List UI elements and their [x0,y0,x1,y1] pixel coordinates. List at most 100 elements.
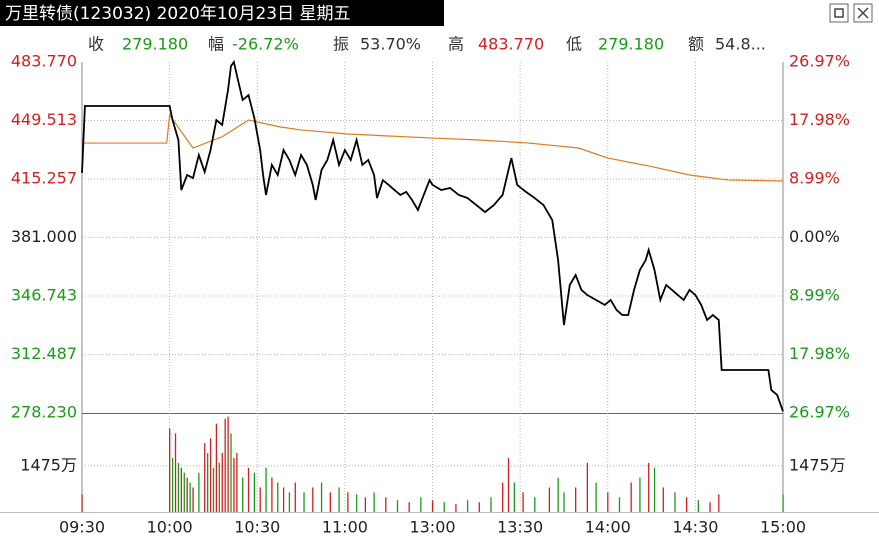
y2-tick-label: 17.98% [789,344,850,363]
volume-bar [218,462,220,512]
volume-bar [513,482,515,512]
volume-bar [443,502,445,512]
info-value: 279.180 [598,35,664,54]
volume-bar [674,492,676,512]
info-label: 幅 [208,35,224,54]
y2-tick-label: 17.98% [789,110,850,129]
volume-bar [455,504,457,512]
volume-bar [303,492,305,512]
volume-bar [718,494,720,512]
volume-tick-label: 1475万 [20,455,77,474]
volume-bar [312,487,314,512]
volume-bar [662,487,664,512]
volume-bar [408,502,410,512]
volume-bar [81,494,83,512]
volume-bar [177,462,180,512]
volume-bar [215,423,218,512]
average-line [82,113,784,182]
volume-bar [230,433,232,512]
volume-bar [277,482,279,512]
window-buttons[interactable] [829,3,873,23]
info-label: 振 [333,35,349,54]
volume-bar [227,416,229,512]
x-tick-label: 11:00 [322,518,368,537]
info-value: -26.72% [232,35,299,54]
volume-bar [242,477,244,512]
volume-bar [212,467,215,512]
volume-bar [247,467,250,512]
volume-bar [174,433,177,512]
volume-bar [431,500,434,512]
price-line [81,59,784,412]
volume-bar [198,472,200,512]
y-tick-label: 278.230 [11,403,77,422]
y-tick-label: 381.000 [11,227,77,246]
volume-bar [347,492,349,512]
volume-bar [607,492,609,512]
y2-tick-label: 8.99% [789,169,840,188]
volume-bar [490,497,492,512]
volume-bar [563,492,565,512]
volume-bar [265,467,267,512]
volume-tick-label-right: 1475万 [789,455,846,474]
x-tick-label: 15:00 [760,518,806,537]
x-tick-label: 14:00 [585,518,631,537]
x-tick-label: 13:00 [409,518,455,537]
volume-bar [221,453,223,512]
x-tick-label: 10:30 [234,518,280,537]
x-tick-label: 13:30 [497,518,543,537]
volume-bar [271,477,273,512]
volume-bar [575,487,577,512]
volume-bar [320,482,323,512]
info-label: 额 [688,35,704,54]
volume-bar [709,502,711,512]
volume-bar [224,418,226,512]
volume-bar [534,497,536,512]
volume-bar [522,492,524,512]
info-value: 279.180 [122,35,188,54]
chart-title: 万里转债(123032) 2020年10月23日 星期五 [5,4,351,24]
y2-tick-label: 0.00% [789,227,840,246]
volume-bar [233,457,235,512]
info-label: 收 [88,35,104,54]
y-tick-label: 449.513 [11,110,77,129]
volume-bar [338,487,340,512]
maximize-icon [834,8,844,18]
volume-bar [466,500,469,512]
volume-bar [236,453,238,512]
close-icon [857,7,869,19]
info-value: 54.8... [715,35,766,54]
y2-tick-label: 26.97% [789,403,850,422]
y-tick-label: 415.257 [11,168,77,187]
volume-bar [206,453,209,512]
volume-bar [209,438,212,512]
volume-bar [697,500,699,512]
maximize-button[interactable] [829,3,849,23]
volume-bar [180,467,183,512]
volume-bar [648,462,650,512]
volume-bar [189,482,191,512]
volume-bar [355,494,358,512]
volume-bar [420,497,422,512]
info-value: 483.770 [478,35,544,54]
title-bar [0,0,444,26]
y-tick-label: 483.770 [11,52,77,71]
volume-bar [294,482,296,512]
info-label: 低 [566,35,582,54]
x-tick-label: 09:30 [59,518,105,537]
y-tick-label: 346.743 [11,286,77,305]
volume-bar [169,428,171,512]
volume-bar [502,482,504,512]
x-tick-label: 10:00 [147,518,193,537]
volume-bar [183,472,185,512]
volume-bar [586,462,589,512]
volume-bar [639,477,641,512]
volume-bar [192,487,194,512]
volume-bar [396,500,399,512]
volume-bar [364,497,367,512]
volume-bar [548,487,551,512]
y2-tick-label: 26.97% [789,52,850,71]
volume-bar [186,477,188,512]
volume-bar [204,443,206,512]
